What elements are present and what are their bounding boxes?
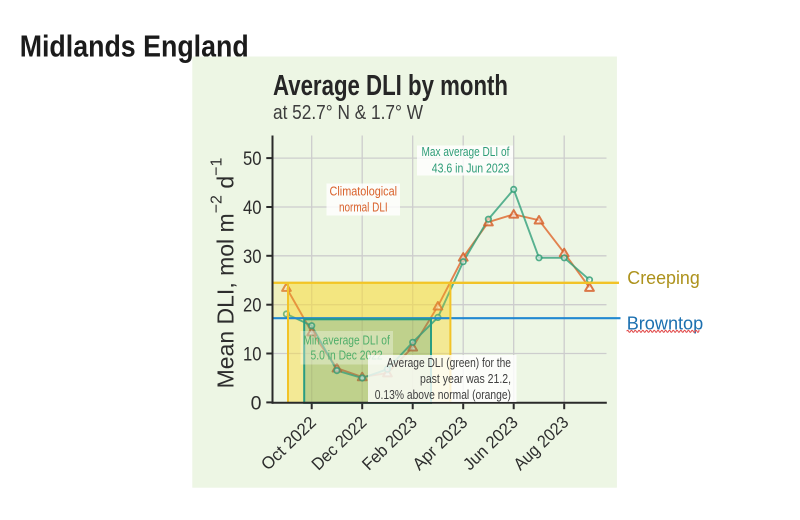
svg-text:0.13% above normal (orange): 0.13% above normal (orange) [375, 387, 511, 402]
svg-text:past year was 21.2,: past year was 21.2, [420, 371, 511, 386]
svg-text:43.6 in Jun 2023: 43.6 in Jun 2023 [432, 160, 510, 175]
svg-text:Climatological: Climatological [330, 183, 398, 198]
svg-text:Max average DLI of: Max average DLI of [422, 144, 510, 159]
svg-text:20: 20 [243, 295, 262, 317]
svg-text:Min average DLI of: Min average DLI of [303, 333, 390, 348]
svg-text:at 52.7° N & 1.7° W: at 52.7° N & 1.7° W [273, 102, 423, 124]
svg-text:Average DLI by month: Average DLI by month [273, 70, 508, 102]
svg-text:0: 0 [251, 392, 262, 414]
svg-text:Creeping: Creeping [627, 267, 700, 288]
svg-text:Mean DLI, mol m−2 d−1: Mean DLI, mol m−2 d−1 [209, 158, 239, 389]
svg-text:50: 50 [243, 148, 262, 170]
svg-text:40: 40 [243, 197, 262, 219]
svg-text:normal DLI: normal DLI [339, 200, 388, 215]
svg-text:30: 30 [243, 246, 262, 268]
svg-text:Browntop: Browntop [627, 313, 704, 334]
svg-text:5.0 in Dec 2022: 5.0 in Dec 2022 [311, 348, 383, 363]
svg-text:10: 10 [243, 344, 262, 366]
svg-text:Average DLI (green) for the: Average DLI (green) for the [387, 355, 511, 370]
